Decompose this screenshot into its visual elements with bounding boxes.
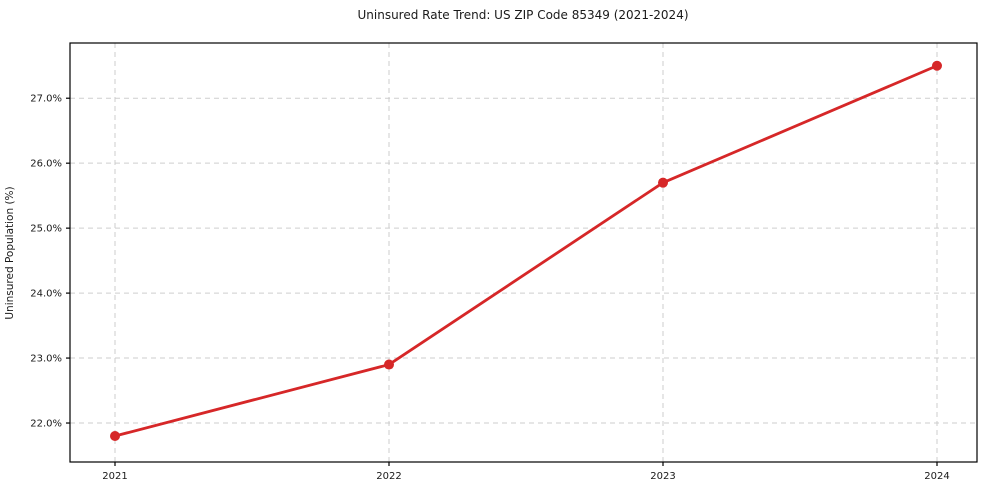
y-axis-label: Uninsured Population (%) bbox=[4, 186, 16, 319]
y-tick-label: 27.0% bbox=[30, 94, 62, 105]
plot-border bbox=[69, 42, 978, 463]
data-point-2024 bbox=[932, 60, 942, 71]
data-point-2021 bbox=[110, 431, 120, 442]
grid-layer bbox=[70, 43, 977, 462]
chart-title: Uninsured Rate Trend: US ZIP Code 85349 … bbox=[357, 8, 688, 22]
x-tick-label: 2022 bbox=[376, 471, 401, 482]
series-layer bbox=[110, 60, 942, 442]
data-point-2023 bbox=[658, 177, 668, 188]
y-tick-label: 24.0% bbox=[30, 289, 62, 300]
x-tick-label: 2024 bbox=[924, 471, 949, 482]
x-tick-label: 2023 bbox=[650, 471, 675, 482]
y-tick-label: 25.0% bbox=[30, 224, 62, 235]
axis-layer: 22.0% 23.0% 24.0% 25.0% 26.0% 27.0% 2021 2022 20… bbox=[30, 94, 950, 482]
y-tick-label: 22.0% bbox=[30, 419, 62, 430]
x-tick-label: 2021 bbox=[102, 471, 127, 482]
y-tick-label: 26.0% bbox=[30, 159, 62, 170]
data-point-2022 bbox=[384, 359, 394, 370]
trend-line bbox=[113, 64, 939, 438]
y-tick-label: 23.0% bbox=[30, 354, 62, 365]
